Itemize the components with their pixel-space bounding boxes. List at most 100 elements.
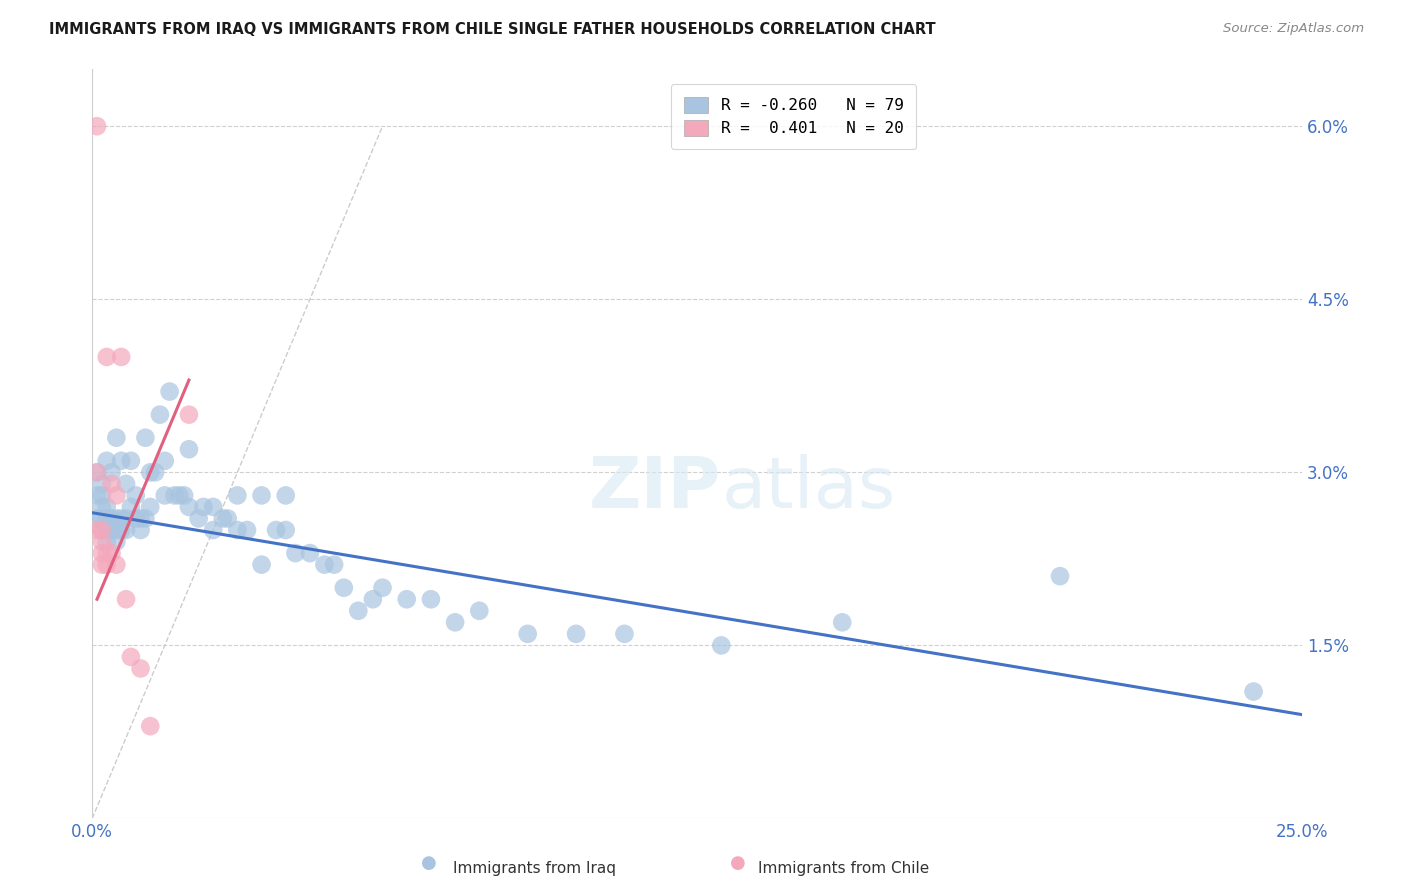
Point bbox=[120, 649, 142, 664]
Point bbox=[139, 719, 162, 733]
Point bbox=[100, 476, 122, 491]
Point bbox=[125, 511, 148, 525]
Point bbox=[159, 384, 181, 399]
Point bbox=[90, 523, 112, 537]
Point bbox=[86, 466, 108, 480]
Point bbox=[250, 558, 273, 572]
Point bbox=[193, 500, 215, 514]
Point bbox=[274, 523, 297, 537]
Point bbox=[226, 488, 249, 502]
Point bbox=[115, 511, 138, 525]
Point bbox=[202, 523, 225, 537]
Point bbox=[134, 431, 156, 445]
Point bbox=[250, 488, 273, 502]
Point bbox=[149, 408, 172, 422]
Point bbox=[217, 511, 239, 525]
Point bbox=[90, 476, 112, 491]
Point bbox=[134, 511, 156, 525]
Point bbox=[129, 523, 152, 537]
Text: Immigrants from Chile: Immigrants from Chile bbox=[758, 861, 929, 876]
Point bbox=[831, 615, 853, 630]
Point bbox=[516, 627, 538, 641]
Point bbox=[211, 511, 233, 525]
Point bbox=[139, 500, 162, 514]
Point bbox=[323, 558, 346, 572]
Point bbox=[173, 488, 195, 502]
Point bbox=[613, 627, 636, 641]
Text: Immigrants from Iraq: Immigrants from Iraq bbox=[453, 861, 616, 876]
Point bbox=[105, 511, 128, 525]
Point bbox=[129, 511, 152, 525]
Point bbox=[202, 500, 225, 514]
Point bbox=[710, 639, 733, 653]
Point bbox=[120, 454, 142, 468]
Point bbox=[96, 511, 118, 525]
Point bbox=[110, 511, 132, 525]
Point bbox=[187, 511, 209, 525]
Point bbox=[371, 581, 394, 595]
Point bbox=[105, 558, 128, 572]
Point bbox=[177, 442, 200, 457]
Point bbox=[96, 523, 118, 537]
Point bbox=[96, 454, 118, 468]
Point bbox=[90, 488, 112, 502]
Point bbox=[236, 523, 259, 537]
Point bbox=[284, 546, 307, 560]
Point bbox=[177, 408, 200, 422]
Point bbox=[1049, 569, 1071, 583]
Text: ●: ● bbox=[420, 855, 437, 872]
Point bbox=[169, 488, 191, 502]
Point bbox=[143, 466, 166, 480]
Point bbox=[86, 511, 108, 525]
Text: IMMIGRANTS FROM IRAQ VS IMMIGRANTS FROM CHILE SINGLE FATHER HOUSEHOLDS CORRELATI: IMMIGRANTS FROM IRAQ VS IMMIGRANTS FROM … bbox=[49, 22, 936, 37]
Point bbox=[444, 615, 467, 630]
Point bbox=[96, 500, 118, 514]
Point bbox=[100, 523, 122, 537]
Point bbox=[468, 604, 491, 618]
Text: ●: ● bbox=[730, 855, 747, 872]
Point bbox=[100, 511, 122, 525]
Point bbox=[90, 523, 112, 537]
Point bbox=[153, 454, 176, 468]
Point bbox=[100, 466, 122, 480]
Point bbox=[153, 488, 176, 502]
Legend: R = -0.260   N = 79, R =  0.401   N = 20: R = -0.260 N = 79, R = 0.401 N = 20 bbox=[671, 84, 917, 149]
Point bbox=[1243, 684, 1265, 698]
Point bbox=[565, 627, 588, 641]
Point bbox=[298, 546, 321, 560]
Point bbox=[96, 546, 118, 560]
Point bbox=[226, 523, 249, 537]
Point bbox=[115, 592, 138, 607]
Point bbox=[105, 488, 128, 502]
Point bbox=[105, 431, 128, 445]
Point bbox=[361, 592, 384, 607]
Point bbox=[90, 511, 112, 525]
Point bbox=[105, 523, 128, 537]
Point bbox=[86, 466, 108, 480]
Point bbox=[110, 523, 132, 537]
Point bbox=[96, 558, 118, 572]
Point bbox=[163, 488, 186, 502]
Point bbox=[139, 466, 162, 480]
Point bbox=[177, 500, 200, 514]
Point bbox=[129, 661, 152, 675]
Text: Source: ZipAtlas.com: Source: ZipAtlas.com bbox=[1223, 22, 1364, 36]
Text: ZIP: ZIP bbox=[589, 454, 721, 523]
Point bbox=[115, 476, 138, 491]
Point bbox=[86, 523, 108, 537]
Point bbox=[90, 546, 112, 560]
Point bbox=[90, 558, 112, 572]
Point bbox=[395, 592, 418, 607]
Point bbox=[120, 500, 142, 514]
Point bbox=[125, 488, 148, 502]
Point bbox=[419, 592, 441, 607]
Point bbox=[333, 581, 356, 595]
Point bbox=[90, 534, 112, 549]
Point bbox=[314, 558, 336, 572]
Point bbox=[115, 523, 138, 537]
Point bbox=[90, 500, 112, 514]
Point bbox=[96, 350, 118, 364]
Point bbox=[274, 488, 297, 502]
Point bbox=[96, 534, 118, 549]
Point bbox=[100, 546, 122, 560]
